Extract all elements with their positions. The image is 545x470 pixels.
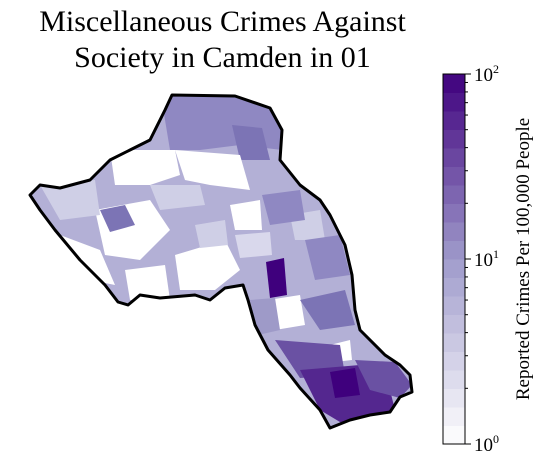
region [300,290,355,330]
colorbar-band [443,388,465,408]
colorbar-band [443,314,465,334]
region [235,232,272,258]
borough-boundary [28,93,414,430]
map-title-line-1: Miscellaneous Crimes Against [39,5,406,38]
region [150,185,205,210]
tick-base: 10 [474,65,493,86]
region [110,150,180,185]
colorbar-band [443,277,465,297]
region [262,190,305,225]
colorbar-band [443,259,465,278]
colorbar-band [443,240,465,260]
colorbar-bands [443,74,465,445]
colorbar-tick-label: 100 [474,432,499,456]
region [266,258,287,298]
region [230,200,262,230]
colorbar-band [443,370,465,389]
tick-base: 10 [474,250,493,271]
region [195,220,228,248]
map-title: Miscellaneous Crimes Against Society in … [0,4,445,76]
colorbar-band [443,129,465,149]
map-title-line-2: Society in Camden in 01 [74,41,371,74]
colorbar-band [443,333,465,352]
tick-exponent: 0 [493,432,499,446]
region [40,180,100,220]
region [355,360,412,398]
colorbar-band [443,111,465,130]
colorbar-band [443,74,465,93]
tick-base: 10 [474,435,493,456]
colorbar-band [443,425,465,445]
region [330,368,360,398]
colorbar-tick-label: 102 [474,62,499,86]
region [175,240,240,290]
colorbar-band [443,92,465,112]
colorbar-band [443,296,465,315]
region [125,265,170,300]
colorbar-band [443,351,465,371]
colorbar-band [443,222,465,241]
colorbar-band [443,148,465,167]
region [175,150,250,190]
colorbar-band [443,407,465,426]
tick-exponent: 1 [493,247,499,261]
colorbar-band [443,185,465,204]
colorbar-band [443,166,465,186]
colorbar-band [443,203,465,223]
region [305,235,350,280]
region [60,235,115,285]
colorbar-label: Reported Crimes Per 100,000 People [513,118,534,400]
tick-exponent: 2 [493,62,499,76]
region [250,298,280,335]
region [232,125,270,160]
colorbar-tick-label: 101 [474,247,499,271]
region [100,205,135,232]
